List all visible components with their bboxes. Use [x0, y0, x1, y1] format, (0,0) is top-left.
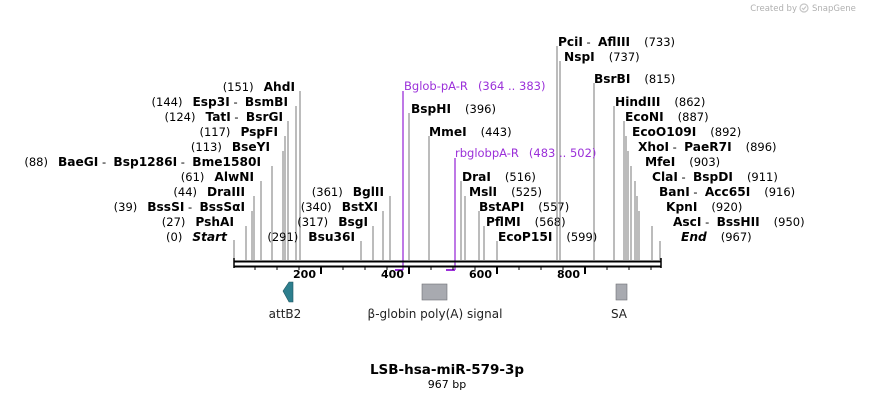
feature-label-attB2: attB2 — [269, 307, 302, 321]
restriction-site[interactable]: (291) Bsu36I — [267, 230, 362, 260]
site-label: (144) Esp3I - BsmBI — [152, 95, 288, 109]
site-label: MslI (525) — [469, 185, 542, 199]
restriction-site[interactable]: PciI - AflIII (733) — [556, 35, 675, 260]
site-label: BsrBI (815) — [594, 72, 675, 86]
primers: Bglob-pA-R (364 .. 383) rbglobpA-R (483 .. … — [395, 79, 596, 271]
primer-label: rbglobpA-R (483 .. 502) — [455, 146, 596, 160]
tick-label: 600 — [469, 268, 492, 281]
restriction-site[interactable]: (39) BssSI - BssSαI — [114, 200, 253, 260]
restriction-site[interactable]: AscI - BssHII (950) — [651, 215, 805, 260]
site-label: HindIII (862) — [615, 95, 705, 109]
restriction-site[interactable]: MfeI (903) — [630, 155, 720, 260]
restriction-site[interactable]: BspHI (396) — [408, 102, 496, 260]
restriction-site[interactable]: MslI (525) — [464, 185, 542, 260]
site-label: EcoP15I (599) — [498, 230, 597, 244]
restriction-site[interactable]: (27) PshAI — [162, 215, 247, 260]
restriction-site[interactable]: EcoNI (887) — [623, 110, 709, 260]
site-label: EcoO109I (892) — [632, 125, 741, 139]
site-label: NspI (737) — [564, 50, 640, 64]
restriction-site[interactable]: MmeI (443) — [428, 125, 512, 260]
site-label: (317) BsgI — [297, 215, 368, 229]
site-label: (291) Bsu36I — [267, 230, 355, 244]
site-label: EcoNI (887) — [625, 110, 709, 124]
site-label: (88) BaeGI - Bsp1286I - Bme1580I — [24, 155, 261, 169]
feature-attB2[interactable]: attB2 — [269, 281, 302, 321]
restriction-site[interactable]: ClaI - BspDI (911) — [634, 170, 778, 260]
site-label: DraI (516) — [462, 170, 536, 184]
restriction-site[interactable]: EcoP15I (599) — [496, 230, 597, 260]
primer-Bglob-pA-R[interactable]: Bglob-pA-R (364 .. 383) — [395, 79, 545, 271]
site-label: AscI - BssHII (950) — [673, 215, 805, 229]
restriction-site[interactable]: (61) AlwNI — [181, 170, 262, 260]
restriction-site[interactable]: NspI (737) — [559, 50, 640, 260]
restriction-site[interactable]: BsrBI (815) — [593, 72, 675, 260]
restriction-site[interactable]: EcoO109I (892) — [625, 125, 741, 260]
restriction-site[interactable]: XhoI - PaeR7I (896) — [627, 140, 777, 260]
map-title: LSB-hsa-miR-579-3p — [370, 362, 524, 378]
restriction-site[interactable]: End (967) — [659, 230, 752, 260]
feature-label-SA: SA — [611, 307, 628, 321]
ruler: 200 400 600 800 — [254, 266, 652, 281]
restriction-sites: (0) Start(27) PshAI(39) BssSI - BssSαI(44) D… — [24, 35, 805, 260]
site-label: (44) DraIII — [173, 185, 245, 199]
tick-label: 400 — [381, 268, 404, 281]
site-label: End (967) — [681, 230, 752, 244]
restriction-site[interactable]: (317) BsgI — [297, 215, 374, 260]
restriction-site[interactable]: KpnI (920) — [638, 200, 742, 260]
sequence-backbone — [233, 258, 662, 268]
site-label: KpnI (920) — [666, 200, 742, 214]
restriction-site[interactable]: (124) TatI - BsrGI — [165, 110, 289, 260]
restriction-site[interactable]: BanI - Acc65I (916) — [636, 185, 795, 260]
site-label: PflMI (568) — [486, 215, 566, 229]
site-label: ClaI - BspDI (911) — [652, 170, 778, 184]
restriction-site[interactable]: (113) BseYI — [191, 140, 284, 260]
site-label: (151) AhdI — [223, 80, 295, 94]
restriction-site[interactable]: (117) PspFI — [200, 125, 286, 260]
feature-beta-globin-polya[interactable]: β-globin poly(A) signal — [368, 283, 503, 321]
site-label: (340) BstXI — [301, 200, 378, 214]
feature-label-beta-globin-polya: β-globin poly(A) signal — [368, 307, 503, 321]
site-label: (117) PspFI — [200, 125, 279, 139]
restriction-site[interactable]: (144) Esp3I - BsmBI — [152, 95, 297, 260]
restriction-site[interactable]: DraI (516) — [460, 170, 536, 260]
restriction-site[interactable]: (340) BstXI — [301, 200, 384, 260]
restriction-site[interactable]: BstAPI (557) — [478, 200, 569, 260]
restriction-site[interactable]: (44) DraIII — [173, 185, 255, 260]
restriction-site[interactable]: PflMI (568) — [483, 215, 566, 260]
site-label: (361) BglII — [312, 185, 384, 199]
created-by-text: Created by — [750, 4, 797, 14]
snapgene-brand-text: SnapGene — [812, 4, 856, 14]
site-label: (0) Start — [166, 230, 228, 244]
restriction-site[interactable]: (151) AhdI — [223, 80, 301, 260]
site-label: (39) BssSI - BssSαI — [114, 200, 245, 214]
site-label: BspHI (396) — [411, 102, 496, 116]
restriction-site[interactable]: HindIII (862) — [613, 95, 705, 260]
feature-SA[interactable]: SA — [611, 283, 628, 321]
tick-label: 200 — [293, 268, 316, 281]
site-label: (61) AlwNI — [181, 170, 254, 184]
site-label: BstAPI (557) — [479, 200, 569, 214]
snapgene-logo — [799, 3, 809, 13]
restriction-site[interactable]: (88) BaeGI - Bsp1286I - Bme1580I — [24, 155, 273, 260]
map-length: 967 bp — [428, 378, 466, 391]
primer-rbglobpA-R[interactable]: rbglobpA-R (483 .. 502) — [446, 146, 596, 271]
site-label: XhoI - PaeR7I (896) — [638, 140, 777, 154]
site-label: (113) BseYI — [191, 140, 270, 154]
restriction-site[interactable]: (361) BglII — [312, 185, 391, 260]
site-label: PciI - AflIII (733) — [558, 35, 675, 49]
site-label: (124) TatI - BsrGI — [165, 110, 283, 124]
primer-label: Bglob-pA-R (364 .. 383) — [404, 79, 545, 93]
site-label: BanI - Acc65I (916) — [659, 185, 795, 199]
tick-label: 800 — [557, 268, 580, 281]
site-label: (27) PshAI — [162, 215, 234, 229]
site-label: MfeI (903) — [645, 155, 720, 169]
restriction-site[interactable]: (0) Start — [166, 230, 235, 260]
site-label: MmeI (443) — [429, 125, 512, 139]
